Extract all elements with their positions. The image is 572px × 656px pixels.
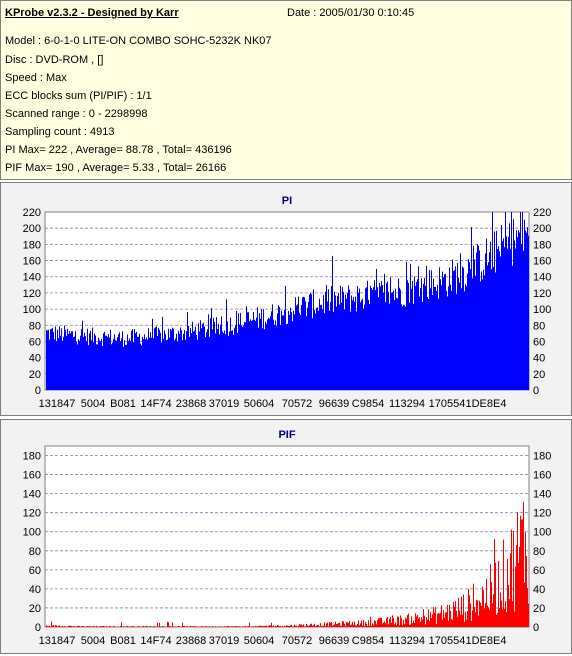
y-tick-label-left: 80 (29, 320, 41, 332)
y-tick-label-left: 0 (35, 622, 41, 634)
y-tick-label-right: 220 (533, 207, 551, 219)
chart-title: PI (282, 195, 292, 207)
y-tick-label-right: 100 (533, 304, 551, 316)
x-tick-label: 50604 (244, 635, 275, 647)
y-tick-label-right: 200 (533, 223, 551, 235)
y-tick-label-right: 120 (533, 508, 551, 520)
pi-chart-panel: PI 0 0 20 20 40 40 60 60 80 80 100 100 120 120 140 140 16… (0, 182, 572, 416)
x-tick-label: 170554 (429, 635, 466, 647)
y-tick-label-left: 0 (35, 385, 41, 397)
y-tick-label-right: 40 (533, 584, 545, 596)
x-tick-label: 23868 (176, 635, 207, 647)
info-range: Scanned range : 0 - 2298998 (5, 108, 148, 120)
info-panel: KProbe v2.3.2 - Designed by Karr Date : … (0, 0, 572, 180)
info-disc: Disc : DVD-ROM , [] (5, 54, 104, 66)
pif-chart: PIF 0 0 20 20 40 40 60 60 80 80 100 100 120 120 140 140 1… (23, 429, 552, 647)
x-tick-label: 96639 (319, 635, 350, 647)
y-tick-label-left: 40 (29, 584, 41, 596)
y-tick-label-right: 20 (533, 369, 545, 381)
pi-chart: PI 0 0 20 20 40 40 60 60 80 80 100 100 120 120 140 140 16… (23, 195, 552, 410)
x-tick-label: 113294 (389, 635, 425, 647)
x-tick-label: B081 (110, 398, 136, 410)
info-pif-stats: PIF Max= 190 , Average= 5.33 , Total= 26… (5, 162, 227, 174)
y-tick-label-left: 60 (29, 565, 41, 577)
y-tick-label-left: 200 (23, 223, 41, 235)
y-tick-label-right: 20 (533, 603, 545, 615)
x-tick-label: C9854 (352, 635, 384, 647)
x-tick-label: 170554 (429, 398, 466, 410)
x-tick-label: 23868 (176, 398, 207, 410)
y-tick-label-left: 100 (23, 304, 41, 316)
data-bars (46, 212, 529, 390)
y-tick-label-right: 40 (533, 353, 545, 365)
x-tick-label: 14F74 (140, 635, 171, 647)
y-tick-label-right: 60 (533, 336, 545, 348)
x-tick-label: C9854 (352, 398, 384, 410)
x-tick-label: 37019 (209, 635, 240, 647)
y-tick-label-right: 180 (533, 451, 551, 463)
info-sampling: Sampling count : 4913 (5, 126, 115, 138)
y-tick-label-left: 20 (29, 369, 41, 381)
x-tick-label: 37019 (209, 398, 240, 410)
pif-chart-panel: PIF 0 0 20 20 40 40 60 60 80 80 100 100 120 120 140 140 1… (0, 419, 572, 654)
x-tick-label: 96639 (319, 398, 350, 410)
y-tick-label-right: 80 (533, 546, 545, 558)
y-tick-label-right: 0 (533, 622, 539, 634)
y-tick-label-left: 220 (23, 207, 41, 219)
y-tick-label-left: 140 (23, 489, 41, 501)
y-tick-label-right: 120 (533, 288, 551, 300)
y-tick-label-right: 180 (533, 239, 551, 251)
y-tick-label-left: 40 (29, 353, 41, 365)
y-tick-label-left: 120 (23, 288, 41, 300)
y-tick-label-right: 140 (533, 489, 551, 501)
y-tick-label-right: 160 (533, 256, 551, 268)
x-tick-label: 5004 (81, 398, 105, 410)
app-title: KProbe v2.3.2 - Designed by Karr (5, 7, 179, 19)
y-tick-label-left: 100 (23, 527, 41, 539)
info-speed: Speed : Max (5, 72, 67, 84)
y-tick-label-left: 180 (23, 451, 41, 463)
info-pi-stats: PI Max= 222 , Average= 88.78 , Total= 43… (5, 144, 232, 156)
x-tick-label: 14F74 (140, 398, 171, 410)
y-tick-label-left: 180 (23, 239, 41, 251)
y-tick-label-right: 140 (533, 272, 551, 284)
y-tick-label-right: 60 (533, 565, 545, 577)
y-tick-label-right: 0 (533, 385, 539, 397)
x-tick-label: 50604 (244, 398, 275, 410)
y-tick-label-left: 160 (23, 256, 41, 268)
x-tick-label: 5004 (81, 635, 105, 647)
y-tick-label-left: 140 (23, 272, 41, 284)
plot-area (44, 445, 530, 628)
x-tick-label: 70572 (282, 398, 313, 410)
scan-date: Date : 2005/01/30 0:10:45 (287, 7, 415, 19)
x-tick-label: 131847 (39, 635, 76, 647)
data-bars (46, 502, 529, 627)
info-model: Model : 6-0-1-0 LITE-ON COMBO SOHC-5232K… (5, 35, 272, 47)
y-tick-label-left: 160 (23, 470, 41, 482)
x-tick-label: 70572 (282, 635, 313, 647)
chart-title: PIF (278, 429, 295, 441)
y-tick-label-left: 120 (23, 508, 41, 520)
y-tick-label-left: 60 (29, 336, 41, 348)
x-tick-label: 1DE8E4 (466, 635, 507, 647)
info-ecc: ECC blocks sum (PI/PIF) : 1/1 (5, 90, 152, 102)
x-tick-label: B081 (110, 635, 136, 647)
y-tick-label-right: 80 (533, 320, 545, 332)
x-tick-label: 113294 (389, 398, 425, 410)
y-tick-label-right: 100 (533, 527, 551, 539)
y-tick-label-left: 80 (29, 546, 41, 558)
x-tick-label: 131847 (39, 398, 76, 410)
x-tick-label: 1DE8E4 (466, 398, 507, 410)
y-tick-label-right: 160 (533, 470, 551, 482)
y-tick-label-left: 20 (29, 603, 41, 615)
